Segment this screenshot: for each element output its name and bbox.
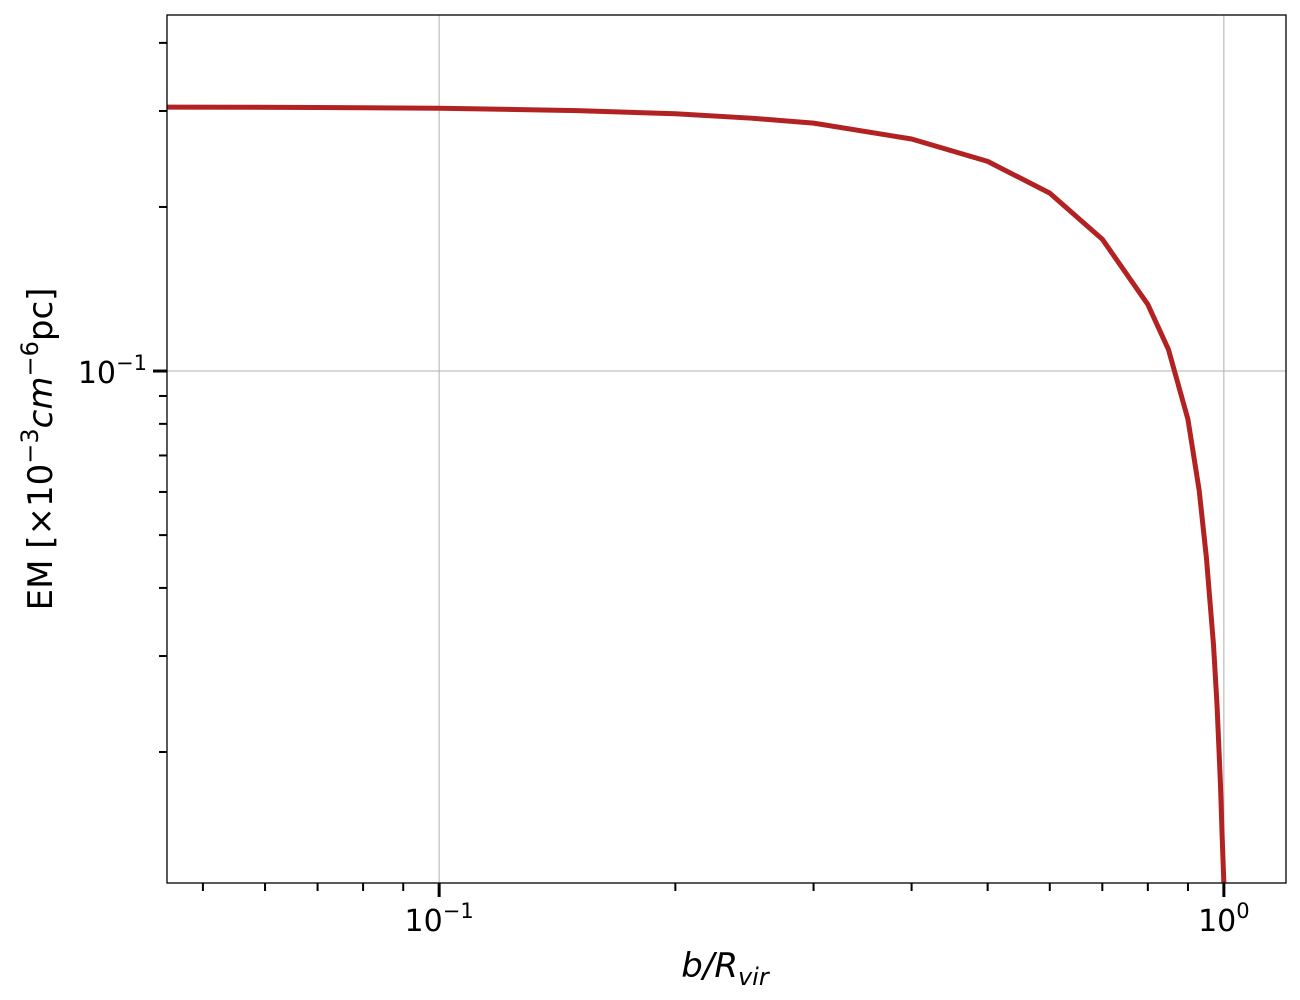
y-tick-label: 10−1: [78, 351, 147, 391]
series-line: [166, 104, 1227, 884]
y-tick-label-base: 10: [78, 356, 116, 391]
x-tick-label-base: 10: [405, 904, 443, 939]
y-axis-label: EM [×10−3cm−6pc]: [16, 288, 61, 611]
x-tick-label-base: 10: [1198, 904, 1236, 939]
y-axis-label-suffix: pc]: [21, 288, 61, 342]
y-tick-label-exp: −1: [116, 351, 147, 375]
x-tick-label: 100: [1198, 899, 1250, 939]
x-tick-label: 10−1: [405, 899, 474, 939]
axis-ticks: [153, 41, 1226, 897]
x-axis-label-sub: vir: [738, 963, 771, 991]
x-axis-label: b/Rvir: [681, 946, 771, 991]
y-axis-label-prefix: EM [×10: [21, 464, 61, 611]
x-tick-label-exp: 0: [1236, 899, 1249, 923]
y-axis-label-exp1: −3: [16, 428, 44, 463]
y-axis-label-exp2: −6: [16, 341, 44, 376]
y-axis-label-mid: cm: [21, 377, 61, 429]
x-axis-label-base: b/R: [681, 946, 738, 986]
x-tick-label-exp: −1: [443, 899, 474, 923]
grid-lines: [167, 15, 1286, 883]
plot-frame: [166, 14, 1287, 884]
